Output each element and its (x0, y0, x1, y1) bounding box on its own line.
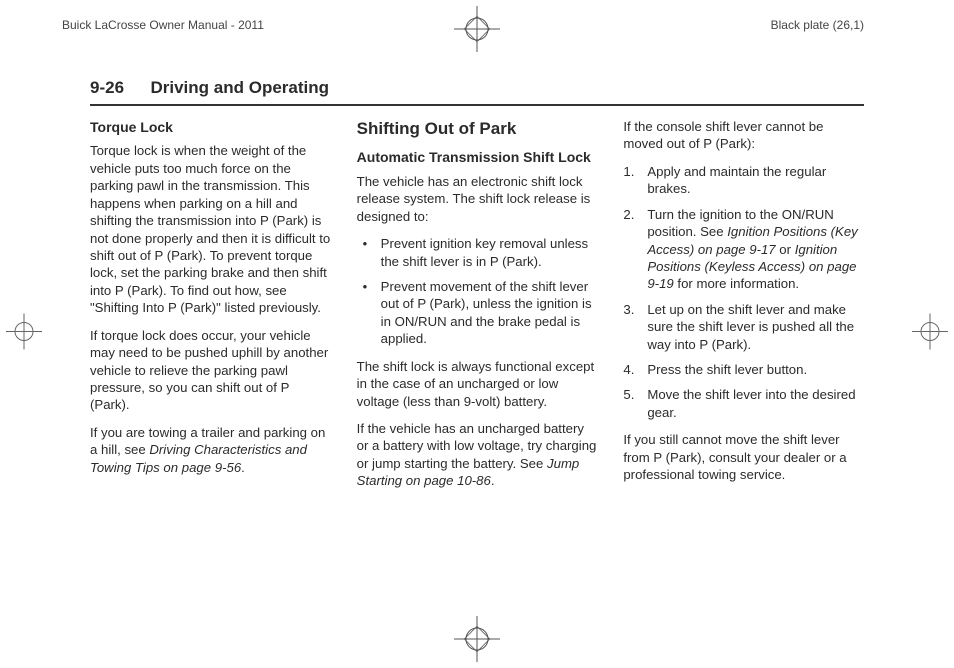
body-text: If torque lock does occur, your vehicle … (90, 327, 331, 414)
numbered-list: Apply and maintain the regular brakes. T… (623, 163, 864, 421)
column-1: Torque Lock Torque lock is when the weig… (90, 118, 331, 608)
section-header: 9-26 Driving and Operating (90, 78, 864, 106)
list-item: Let up on the shift lever and make sure … (623, 301, 864, 353)
page-number: 9-26 (90, 78, 124, 97)
list-item: Prevent movement of the shift lever out … (357, 278, 598, 348)
auto-trans-subheading: Automatic Transmission Shift Lock (357, 148, 598, 166)
section-title: Driving and Operating (150, 78, 329, 97)
registration-mark-top (454, 6, 500, 52)
body-text: If you still cannot move the shift lever… (623, 431, 864, 483)
list-item: Apply and maintain the regular brakes. (623, 163, 864, 198)
text-run: or (776, 242, 795, 257)
registration-mark-right (912, 314, 948, 355)
body-text: If you are towing a trailer and parking … (90, 424, 331, 476)
registration-mark-bottom (454, 616, 500, 662)
text-run: for more information. (674, 276, 799, 291)
shifting-out-heading: Shifting Out of Park (357, 118, 598, 140)
column-2: Shifting Out of Park Automatic Transmiss… (357, 118, 598, 608)
body-text: The shift lock is always functional exce… (357, 358, 598, 410)
body-text: If the console shift lever cannot be mov… (623, 118, 864, 153)
column-3: If the console shift lever cannot be mov… (623, 118, 864, 608)
text-run: . (241, 460, 245, 475)
manual-title: Buick LaCrosse Owner Manual - 2011 (62, 18, 264, 32)
list-item: Press the shift lever button. (623, 361, 864, 378)
plate-label: Black plate (26,1) (771, 18, 864, 32)
list-item: Move the shift lever into the desired ge… (623, 386, 864, 421)
page: Buick LaCrosse Owner Manual - 2011 Black… (0, 0, 954, 668)
bullet-list: Prevent ignition key removal unless the … (357, 235, 598, 348)
text-run: . (491, 473, 495, 488)
registration-mark-left (6, 314, 42, 355)
content-columns: Torque Lock Torque lock is when the weig… (90, 118, 864, 608)
list-item: Turn the ignition to the ON/RUN position… (623, 206, 864, 293)
body-text: If the vehicle has an uncharged battery … (357, 420, 598, 490)
body-text: The vehicle has an electronic shift lock… (357, 173, 598, 225)
list-item: Prevent ignition key removal unless the … (357, 235, 598, 270)
torque-lock-heading: Torque Lock (90, 118, 331, 136)
body-text: Torque lock is when the weight of the ve… (90, 142, 331, 316)
